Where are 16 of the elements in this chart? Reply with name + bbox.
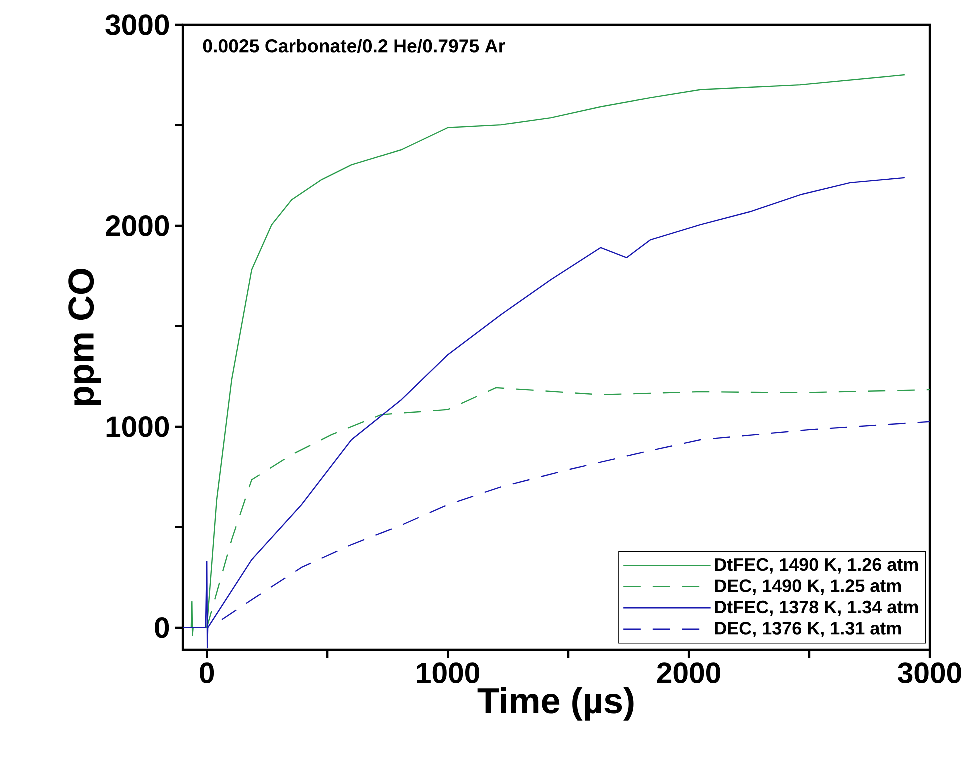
y-tick-label: 1000 — [106, 416, 170, 438]
y-axis-title: ppm CO — [68, 269, 102, 406]
x-tick-label: 1000 — [417, 662, 480, 684]
y-tick-label: 0 — [155, 617, 170, 638]
x-tick-label: 0 — [200, 662, 214, 684]
legend-label: DtFEC, 1378 K, 1.34 atm — [715, 600, 918, 616]
legend-label: DtFEC, 1490 K, 1.26 atm — [715, 558, 918, 574]
x-tick-label: 3000 — [898, 662, 962, 684]
y-tick-label: 2000 — [106, 216, 170, 236]
x-tick-label: 2000 — [657, 662, 720, 684]
legend-label: DEC, 1376 K, 1.31 atm — [715, 622, 902, 638]
legend-label: DEC, 1490 K, 1.25 atm — [715, 580, 902, 595]
y-tick-label: 3000 — [106, 14, 170, 36]
annotation: 0.0025 Carbonate/0.2 He/0.7975 Ar — [203, 39, 506, 53]
x-axis-title: Time (µs) — [478, 687, 634, 721]
line-series — [221, 421, 930, 620]
